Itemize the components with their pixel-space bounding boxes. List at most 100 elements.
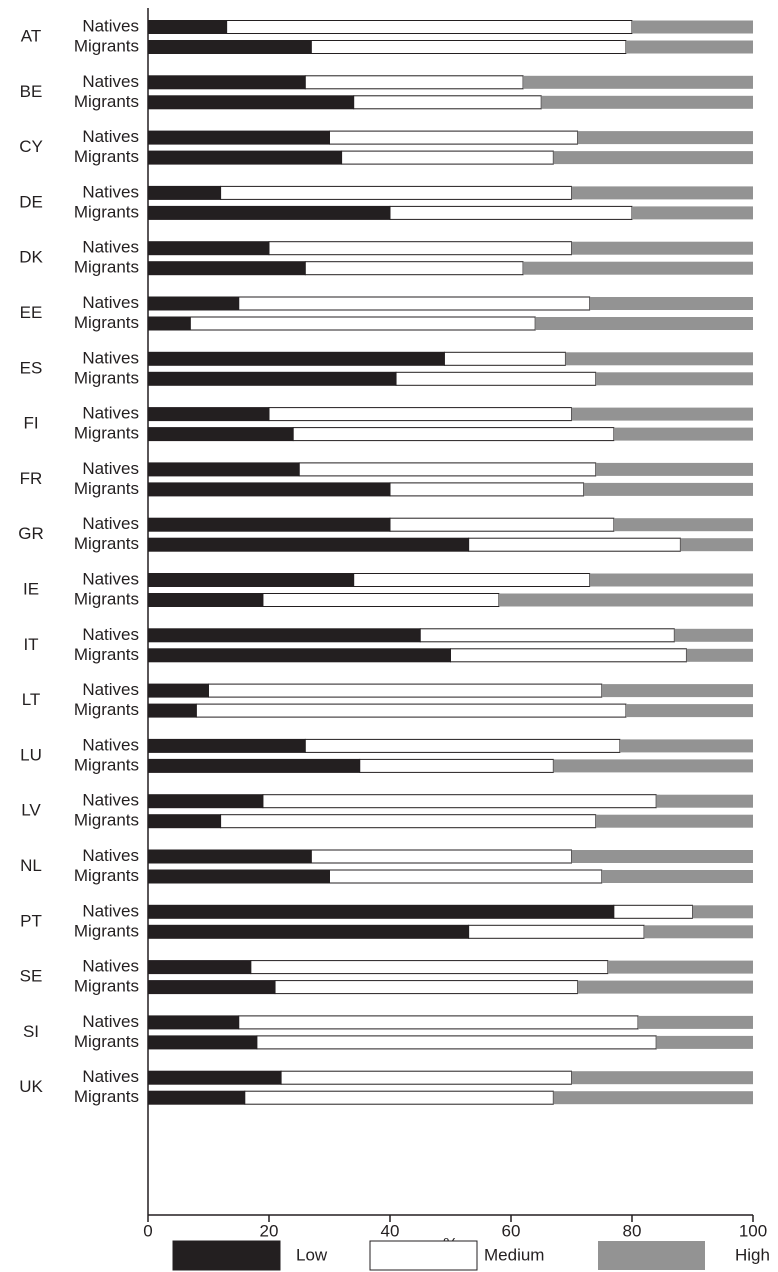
bar-segment	[359, 758, 554, 773]
bar-segment	[680, 538, 753, 552]
country-label: DK	[19, 248, 43, 267]
bar-segment	[147, 517, 391, 532]
bar-segment	[147, 628, 421, 643]
bar-segment	[256, 1035, 657, 1050]
legend-label: Medium	[484, 1245, 544, 1264]
bar-segment	[304, 261, 524, 276]
bar-segment	[147, 185, 222, 200]
bar-segment	[147, 351, 445, 366]
country-label: NL	[20, 856, 42, 875]
bar-segment	[189, 316, 536, 331]
row-label: Natives	[82, 625, 139, 644]
bar-segment	[601, 870, 753, 883]
row-label: Migrants	[74, 534, 139, 553]
bar-segment	[147, 241, 270, 256]
row-label: Natives	[82, 680, 139, 699]
row-label: Natives	[82, 846, 139, 865]
bar-segment	[208, 683, 603, 698]
bar-segment	[220, 814, 597, 829]
x-tick-label: 60	[502, 1221, 521, 1240]
bar-segment	[147, 683, 209, 698]
row-label: Natives	[82, 459, 139, 478]
bar-segment	[147, 296, 240, 311]
bar-segment	[304, 75, 524, 90]
country-label: FI	[23, 414, 38, 433]
row-label: Migrants	[74, 258, 139, 277]
bar-segment	[523, 261, 753, 275]
bar-segment	[571, 241, 753, 255]
bar-segment	[341, 150, 554, 165]
bar-segment	[686, 648, 753, 662]
bar-segment	[147, 758, 361, 773]
bar-segment	[147, 1035, 258, 1050]
row-label: Natives	[82, 514, 139, 533]
country-label: FR	[20, 469, 43, 488]
bar-segment	[419, 628, 675, 643]
row-label: Migrants	[74, 977, 139, 996]
bar-segment	[147, 95, 355, 110]
row-label: Migrants	[74, 313, 139, 332]
bar-segment	[268, 241, 572, 256]
legend-swatch	[369, 1240, 478, 1271]
row-label: Migrants	[74, 202, 139, 221]
bar-segment	[589, 297, 753, 310]
bar-segment	[310, 40, 627, 54]
row-label: Migrants	[74, 811, 139, 830]
row-label: Migrants	[74, 700, 139, 719]
bar-segment	[601, 684, 753, 698]
country-label: EE	[20, 303, 43, 322]
bar-segment	[147, 869, 330, 884]
bar-segment	[329, 869, 603, 884]
row-label: Migrants	[74, 921, 139, 940]
row-label: Migrants	[74, 589, 139, 608]
row-label: Migrants	[74, 92, 139, 111]
bar-segment	[147, 407, 270, 422]
bar-segment	[220, 185, 572, 200]
bar-segment	[298, 462, 597, 477]
row-label: Natives	[82, 72, 139, 91]
bar-segment	[565, 352, 753, 366]
row-label: Natives	[82, 127, 139, 146]
row-label: Natives	[82, 569, 139, 588]
country-label: UK	[19, 1077, 43, 1096]
bar-segment	[147, 573, 355, 587]
bar-segment	[595, 814, 753, 828]
row-label: Migrants	[74, 36, 139, 55]
bar-segment	[613, 904, 693, 919]
row-label: Migrants	[74, 755, 139, 774]
row-label: Migrants	[74, 645, 139, 664]
row-label: Migrants	[74, 147, 139, 166]
bar-segment	[147, 150, 343, 165]
bar-segment	[632, 206, 753, 220]
bar-segment	[625, 40, 753, 54]
bar-segment	[613, 518, 753, 532]
bar-segment	[632, 20, 753, 34]
bar-segment	[147, 1015, 240, 1030]
bar-segment	[389, 517, 615, 532]
bar-segment	[147, 482, 391, 497]
row-label: Natives	[82, 957, 139, 976]
bar-segment	[195, 703, 627, 718]
bar-segment	[571, 186, 753, 200]
bar-segment	[553, 759, 753, 773]
bar-segment	[304, 738, 621, 753]
bar-segment	[292, 427, 615, 442]
row-label: Natives	[82, 182, 139, 201]
bar-segment	[353, 95, 542, 110]
legend-label: Low	[296, 1245, 328, 1264]
bar-segment	[589, 573, 753, 587]
row-label: Natives	[82, 238, 139, 257]
bar-segment	[535, 317, 753, 330]
bar-segment	[147, 980, 276, 995]
row-label: Natives	[82, 901, 139, 920]
bar-segment	[147, 814, 222, 829]
bar-segment	[595, 372, 753, 386]
country-label: IT	[23, 635, 38, 654]
bar-segment	[619, 739, 753, 753]
bar-segment	[147, 648, 451, 663]
bar-segment	[244, 1090, 554, 1105]
row-label: Natives	[82, 1067, 139, 1086]
legend-swatch	[598, 1241, 705, 1270]
x-tick-label: 0	[143, 1221, 152, 1240]
bar-segment	[262, 593, 500, 607]
